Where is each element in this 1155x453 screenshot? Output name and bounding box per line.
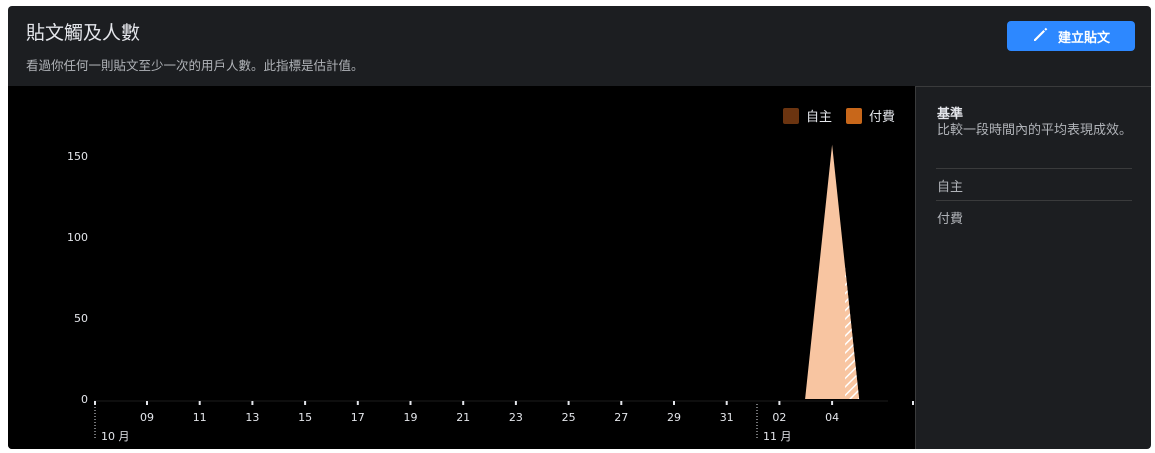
y-tick-label: 50 bbox=[74, 312, 88, 325]
benchmark-item-paid[interactable]: 付費 bbox=[937, 212, 964, 227]
x-tick-label: 29 bbox=[667, 411, 681, 424]
chart-legend: 自主 付費 bbox=[782, 106, 895, 125]
x-tick-label: 27 bbox=[614, 411, 628, 424]
legend-label-paid: 付費 bbox=[868, 110, 895, 125]
y-tick-label: 0 bbox=[81, 393, 88, 406]
x-tick-label: 09 bbox=[140, 411, 154, 424]
legend-swatch-paid bbox=[845, 107, 862, 124]
legend-item-paid: 付費 bbox=[845, 106, 895, 125]
x-tick-label: 11 bbox=[193, 411, 207, 424]
benchmark-title: 基準 bbox=[937, 107, 964, 122]
month-label: 10 月 bbox=[101, 430, 130, 443]
chart-area: 自主 付費 0 50 100 150 09 11 13 15 17 19 21 23 25 27 29 31… bbox=[8, 86, 915, 449]
x-tick-label: 15 bbox=[298, 411, 312, 424]
legend-item-organic: 自主 bbox=[782, 106, 832, 125]
reach-chart: 0 50 100 150 09 11 13 15 17 19 21 23 25 27 29 31 02 04 10… bbox=[67, 144, 914, 443]
card-header: 貼文觸及人數 看過你任何一則貼文至少一次的用戶人數。此指標是估計值。 建立貼文 bbox=[8, 6, 1151, 87]
divider bbox=[936, 200, 1132, 201]
y-tick-label: 150 bbox=[67, 150, 88, 163]
x-tick-label: 04 bbox=[825, 411, 839, 424]
x-tick-label: 13 bbox=[245, 411, 259, 424]
create-post-button[interactable]: 建立貼文 bbox=[1007, 21, 1135, 51]
divider bbox=[936, 168, 1132, 169]
benchmark-description: 比較一段時間內的平均表現成效。 bbox=[937, 123, 1133, 138]
month-label: 11 月 bbox=[763, 430, 792, 443]
benchmark-item-organic[interactable]: 自主 bbox=[937, 180, 964, 195]
x-tick-label: 19 bbox=[404, 411, 418, 424]
area-organic-projected bbox=[845, 267, 860, 399]
x-tick-label: 02 bbox=[772, 411, 786, 424]
x-tick-label: 31 bbox=[720, 411, 734, 424]
create-post-label: 建立貼文 bbox=[1057, 30, 1110, 46]
x-tick-label: 17 bbox=[351, 411, 365, 424]
card-subtitle: 看過你任何一則貼文至少一次的用戶人數。此指標是估計值。 bbox=[26, 58, 364, 73]
post-reach-card: 貼文觸及人數 看過你任何一則貼文至少一次的用戶人數。此指標是估計值。 建立貼文 … bbox=[8, 6, 1151, 449]
x-tick-label: 23 bbox=[509, 411, 523, 424]
legend-swatch-organic bbox=[782, 107, 799, 124]
x-tick-label: 21 bbox=[456, 411, 470, 424]
pencil-icon bbox=[1032, 25, 1050, 47]
benchmark-panel: 基準 比較一段時間內的平均表現成效。 自主 付費 bbox=[915, 86, 1151, 449]
legend-label-organic: 自主 bbox=[805, 110, 832, 125]
x-tick-label: 25 bbox=[562, 411, 576, 424]
y-tick-label: 100 bbox=[67, 231, 88, 244]
card-title: 貼文觸及人數 bbox=[26, 22, 141, 44]
